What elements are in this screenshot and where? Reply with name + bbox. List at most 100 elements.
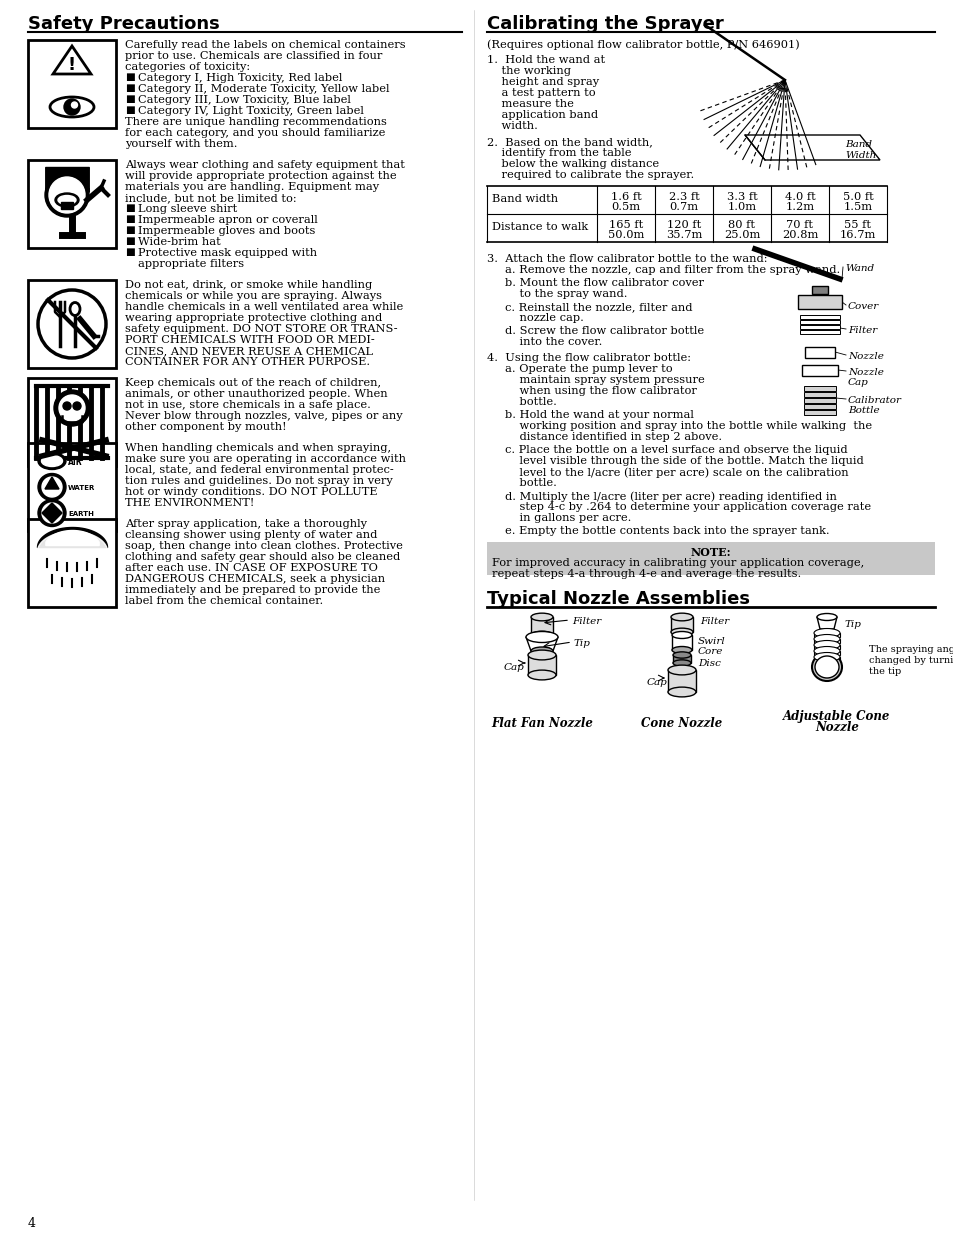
Text: prior to use. Chemicals are classified in four: prior to use. Chemicals are classified i… <box>125 51 382 61</box>
Text: 80 ft: 80 ft <box>728 220 755 230</box>
Text: will provide appropriate protection against the: will provide appropriate protection agai… <box>125 170 396 182</box>
Text: to the spray wand.: to the spray wand. <box>504 289 627 299</box>
Text: immediately and be prepared to provide the: immediately and be prepared to provide t… <box>125 585 380 595</box>
Text: chemicals or while you are spraying. Always: chemicals or while you are spraying. Alw… <box>125 291 381 301</box>
Text: Protective mask equipped with: Protective mask equipped with <box>138 248 316 258</box>
Bar <box>803 398 835 403</box>
Bar <box>801 366 837 375</box>
Text: !: ! <box>68 56 76 74</box>
Text: 165 ft: 165 ft <box>608 220 642 230</box>
Ellipse shape <box>672 659 690 666</box>
Text: handle chemicals in a well ventilated area while: handle chemicals in a well ventilated ar… <box>125 303 403 312</box>
Bar <box>28 443 116 531</box>
Bar <box>803 404 835 409</box>
Text: changed by turning: changed by turning <box>868 656 953 664</box>
Text: 1.2m: 1.2m <box>784 203 814 212</box>
Text: hot or windy conditions. DO NOT POLLUTE: hot or windy conditions. DO NOT POLLUTE <box>125 487 377 496</box>
Text: 120 ft: 120 ft <box>666 220 700 230</box>
Text: Tip: Tip <box>574 638 590 648</box>
Text: the working: the working <box>486 65 571 77</box>
Bar <box>803 391 835 396</box>
Text: Cap: Cap <box>503 663 524 672</box>
Text: Carefully read the labels on chemical containers: Carefully read the labels on chemical co… <box>125 40 405 49</box>
Text: EARTH: EARTH <box>68 511 93 517</box>
Text: 3.  Attach the flow calibrator bottle to the wand:: 3. Attach the flow calibrator bottle to … <box>486 254 767 264</box>
Text: c. Reinstall the nozzle, filter and: c. Reinstall the nozzle, filter and <box>504 303 692 312</box>
Text: a test pattern to: a test pattern to <box>486 88 595 98</box>
Text: 4.  Using the flow calibrator bottle:: 4. Using the flow calibrator bottle: <box>486 353 690 363</box>
Ellipse shape <box>670 613 692 621</box>
Text: Core: Core <box>698 647 722 656</box>
Text: appropriate filters: appropriate filters <box>138 259 244 269</box>
Text: 1.0m: 1.0m <box>727 203 756 212</box>
Bar <box>800 315 840 319</box>
Text: Calibrator: Calibrator <box>847 396 901 405</box>
Circle shape <box>73 403 81 410</box>
Text: 0.7m: 0.7m <box>669 203 698 212</box>
Bar <box>811 287 827 294</box>
Text: 3.3 ft: 3.3 ft <box>726 191 757 203</box>
Ellipse shape <box>667 687 696 697</box>
Text: 55 ft: 55 ft <box>843 220 871 230</box>
Text: ■: ■ <box>125 248 134 257</box>
Text: ■: ■ <box>125 237 134 246</box>
Text: level visible through the side of the bottle. Match the liquid: level visible through the side of the bo… <box>504 456 862 466</box>
Text: Always wear clothing and safety equipment that: Always wear clothing and safety equipmen… <box>125 161 404 170</box>
Ellipse shape <box>816 614 836 620</box>
Text: 0.5m: 0.5m <box>611 203 639 212</box>
Text: For improved accuracy in calibrating your application coverage,: For improved accuracy in calibrating you… <box>492 558 863 568</box>
Text: Category I, High Toxicity, Red label: Category I, High Toxicity, Red label <box>138 73 342 83</box>
Ellipse shape <box>813 646 840 656</box>
Bar <box>28 40 116 128</box>
Text: Never blow through nozzles, valve, pipes or any: Never blow through nozzles, valve, pipes… <box>125 411 402 421</box>
Text: 4: 4 <box>28 1216 36 1230</box>
Text: below the walking distance: below the walking distance <box>486 159 659 169</box>
Text: c. Place the bottle on a level surface and observe the liquid: c. Place the bottle on a level surface a… <box>504 445 846 454</box>
Text: width.: width. <box>486 121 537 131</box>
Ellipse shape <box>813 641 840 650</box>
Text: after each use. IN CASE OF EXPOSURE TO: after each use. IN CASE OF EXPOSURE TO <box>125 563 377 573</box>
Ellipse shape <box>55 193 79 207</box>
Text: animals, or other unauthorized people. When: animals, or other unauthorized people. W… <box>125 389 387 399</box>
Text: nozzle cap.: nozzle cap. <box>504 312 583 324</box>
Text: label from the chemical container.: label from the chemical container. <box>125 597 323 606</box>
Ellipse shape <box>527 671 556 680</box>
Ellipse shape <box>38 452 66 469</box>
Text: ■: ■ <box>125 226 134 235</box>
Bar <box>61 203 73 209</box>
Ellipse shape <box>811 653 841 680</box>
Bar <box>813 645 840 650</box>
Text: Nozzle: Nozzle <box>814 721 858 734</box>
Polygon shape <box>45 477 59 489</box>
Text: for each category, and you should familiarize: for each category, and you should famili… <box>125 128 385 138</box>
Text: Do not eat, drink, or smoke while handling: Do not eat, drink, or smoke while handli… <box>125 280 372 290</box>
Text: d. Screw the flow calibrator bottle: d. Screw the flow calibrator bottle <box>504 326 703 336</box>
Text: ■: ■ <box>125 95 134 104</box>
Text: the tip: the tip <box>868 667 901 676</box>
Ellipse shape <box>667 666 696 674</box>
Ellipse shape <box>58 195 76 205</box>
Ellipse shape <box>38 473 66 500</box>
Bar <box>813 657 840 661</box>
Text: 1.5m: 1.5m <box>842 203 872 212</box>
Text: 1.  Hold the wand at: 1. Hold the wand at <box>486 56 604 65</box>
Ellipse shape <box>813 652 840 662</box>
Circle shape <box>64 99 80 115</box>
Ellipse shape <box>42 503 62 522</box>
Text: CONTAINER FOR ANY OTHER PURPOSE.: CONTAINER FOR ANY OTHER PURPOSE. <box>125 357 370 367</box>
Text: e. Empty the bottle contents back into the sprayer tank.: e. Empty the bottle contents back into t… <box>504 526 829 536</box>
Text: Filter: Filter <box>700 618 728 626</box>
Text: Safety Precautions: Safety Precautions <box>28 15 219 33</box>
Circle shape <box>59 395 85 421</box>
Bar <box>800 330 840 333</box>
Bar <box>671 635 691 650</box>
Text: into the cover.: into the cover. <box>504 337 601 347</box>
Ellipse shape <box>813 635 840 643</box>
Text: Filter: Filter <box>572 618 600 626</box>
Text: ■: ■ <box>125 106 134 115</box>
Text: application band: application band <box>486 110 598 120</box>
Text: local, state, and federal environmental protec-: local, state, and federal environmental … <box>125 466 394 475</box>
Text: 4.0 ft: 4.0 ft <box>783 191 815 203</box>
Text: Wide-brim hat: Wide-brim hat <box>138 237 220 247</box>
Bar <box>804 347 834 358</box>
